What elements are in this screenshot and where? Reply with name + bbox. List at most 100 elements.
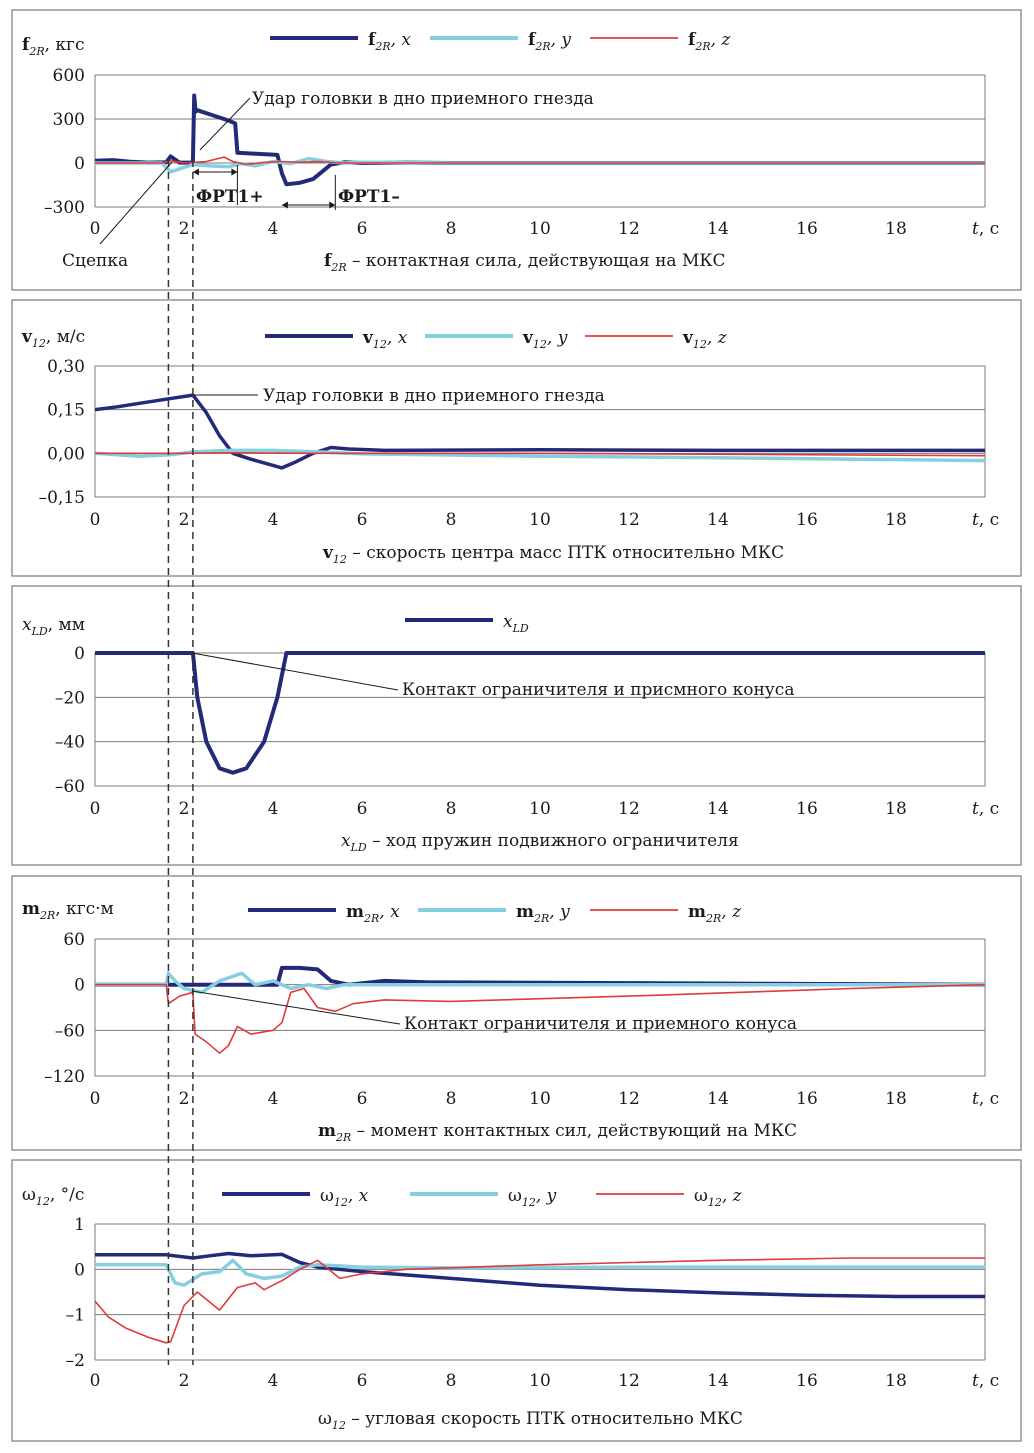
x-tick-label: 4 (268, 219, 279, 239)
text-part: 2R (534, 40, 550, 53)
text-part: ω (320, 1186, 334, 1206)
x-tick-label: 10 (529, 219, 551, 239)
y-tick-label: –120 (44, 1067, 85, 1087)
panel-v12: 0,300,150,00–0,150 2 4 6 8 10 12 14 16 18 t, сv12,… (11, 299, 1022, 577)
text-part: v (362, 328, 374, 348)
text-part: 2R (39, 909, 55, 922)
panel-caption: m2R – момент контактных сил, действующий… (318, 1121, 797, 1144)
x-tick-label: 12 (618, 219, 640, 239)
legend-label: f2R, x (368, 30, 411, 53)
text-part: LD (350, 841, 367, 854)
y-axis-label: xLD, мм (22, 615, 85, 638)
y-tick-label: –60 (55, 777, 85, 797)
y-tick-label: –1 (66, 1306, 85, 1326)
panel-frame (11, 875, 1022, 1151)
x-tick-label: 4 (268, 510, 279, 530)
text-part: , с (979, 1089, 999, 1109)
series-line-y (95, 971, 985, 995)
series-line-x (95, 393, 985, 470)
text-part: 12 (373, 338, 387, 351)
y-axis-label: ω12, °/с (22, 1185, 84, 1208)
series-line-y (95, 156, 985, 174)
arrow-head (192, 168, 199, 176)
x-tick-label: 8 (446, 1371, 457, 1391)
leader-impact (199, 97, 251, 151)
text-part: , с (979, 510, 999, 530)
x-tick-label: 14 (707, 510, 729, 530)
x-tick-label: 18 (885, 219, 907, 239)
text-part: f (528, 30, 537, 50)
x-tick-label: 14 (707, 219, 729, 239)
text-part: 2R (335, 1131, 351, 1144)
text-part: , °/с (50, 1185, 85, 1205)
annotation-impact: Удар головки в дно приемного гнезда (252, 89, 594, 109)
x-tick-label: 2 (179, 799, 190, 819)
text-part: 2R (28, 45, 44, 58)
legend-label: v12, y (522, 328, 568, 351)
x-tick-label: 8 (446, 510, 457, 530)
x-tick-label: 4 (268, 799, 279, 819)
x-tick-label: 2 (179, 219, 190, 239)
text-part: – контактная сила, действующая на МКС (347, 251, 726, 271)
text-part: ω (508, 1186, 522, 1206)
text-part: 12 (36, 1195, 50, 1208)
y-axis-label: f2R, кгс (22, 35, 84, 58)
text-part: 12 (693, 338, 707, 351)
x-tick-label: 6 (357, 1371, 368, 1391)
text-part: t (972, 1089, 979, 1109)
x-tick-label: 10 (529, 799, 551, 819)
text-part: 12 (334, 1196, 348, 1209)
text-part: x (22, 615, 32, 635)
text-part: 2R (330, 261, 346, 274)
text-part: – момент контактных сил, действующий на … (351, 1121, 797, 1141)
text-part: 12 (333, 553, 347, 566)
panel-frame (11, 1159, 1022, 1442)
text-part: , мм (48, 615, 85, 635)
x-tick-label: 0 (90, 1089, 101, 1109)
x-tick-label: 2 (179, 1371, 190, 1391)
y-tick-label: –300 (44, 198, 85, 218)
series-line-z (95, 156, 985, 166)
text-part: , x (391, 30, 412, 50)
x-tick-label: 16 (796, 799, 818, 819)
y-tick-label: 60 (63, 930, 85, 950)
x-tick-label: 16 (796, 510, 818, 530)
text-part: 12 (533, 338, 547, 351)
leader-contact-x (191, 652, 399, 691)
x-tick-label: 2 (179, 510, 190, 530)
text-part: LD (512, 622, 529, 635)
x-tick-label: 16 (796, 219, 818, 239)
text-part: m (318, 1121, 336, 1141)
x-axis-label: t, с (972, 799, 999, 819)
legend-label: m2R, z (688, 902, 742, 925)
x-tick-label: 4 (268, 1089, 279, 1109)
panel-caption: f2R – контактная сила, действующая на МК… (324, 251, 726, 274)
x-tick-label: 18 (885, 1089, 907, 1109)
y-tick-label: 0 (74, 154, 85, 174)
text-part: 12 (32, 337, 46, 350)
x-tick-label: 10 (529, 1089, 551, 1109)
text-part: 12 (708, 1196, 722, 1209)
text-part: , с (979, 799, 999, 819)
x-tick-label: 16 (796, 1371, 818, 1391)
text-part: f (688, 30, 697, 50)
arrow-head (231, 168, 238, 176)
x-tick-label: 4 (268, 1371, 279, 1391)
series-line-x (95, 1251, 985, 1299)
text-part: , x (348, 1186, 369, 1206)
text-part: 2R (694, 40, 710, 53)
x-tick-label: 6 (357, 1089, 368, 1109)
text-part: t (972, 799, 979, 819)
x-tick-label: 6 (357, 799, 368, 819)
text-part: m (688, 902, 706, 922)
text-part: x (341, 831, 351, 851)
y-tick-label: 0,15 (47, 401, 85, 421)
text-part: , кгс·м (55, 899, 114, 919)
y-tick-label: –20 (55, 688, 85, 708)
text-part: – скорость центра масс ПТК относительно … (347, 543, 784, 563)
annotation-impact-v: Удар головки в дно приемного гнезда (263, 386, 605, 406)
text-part: , x (379, 902, 400, 922)
